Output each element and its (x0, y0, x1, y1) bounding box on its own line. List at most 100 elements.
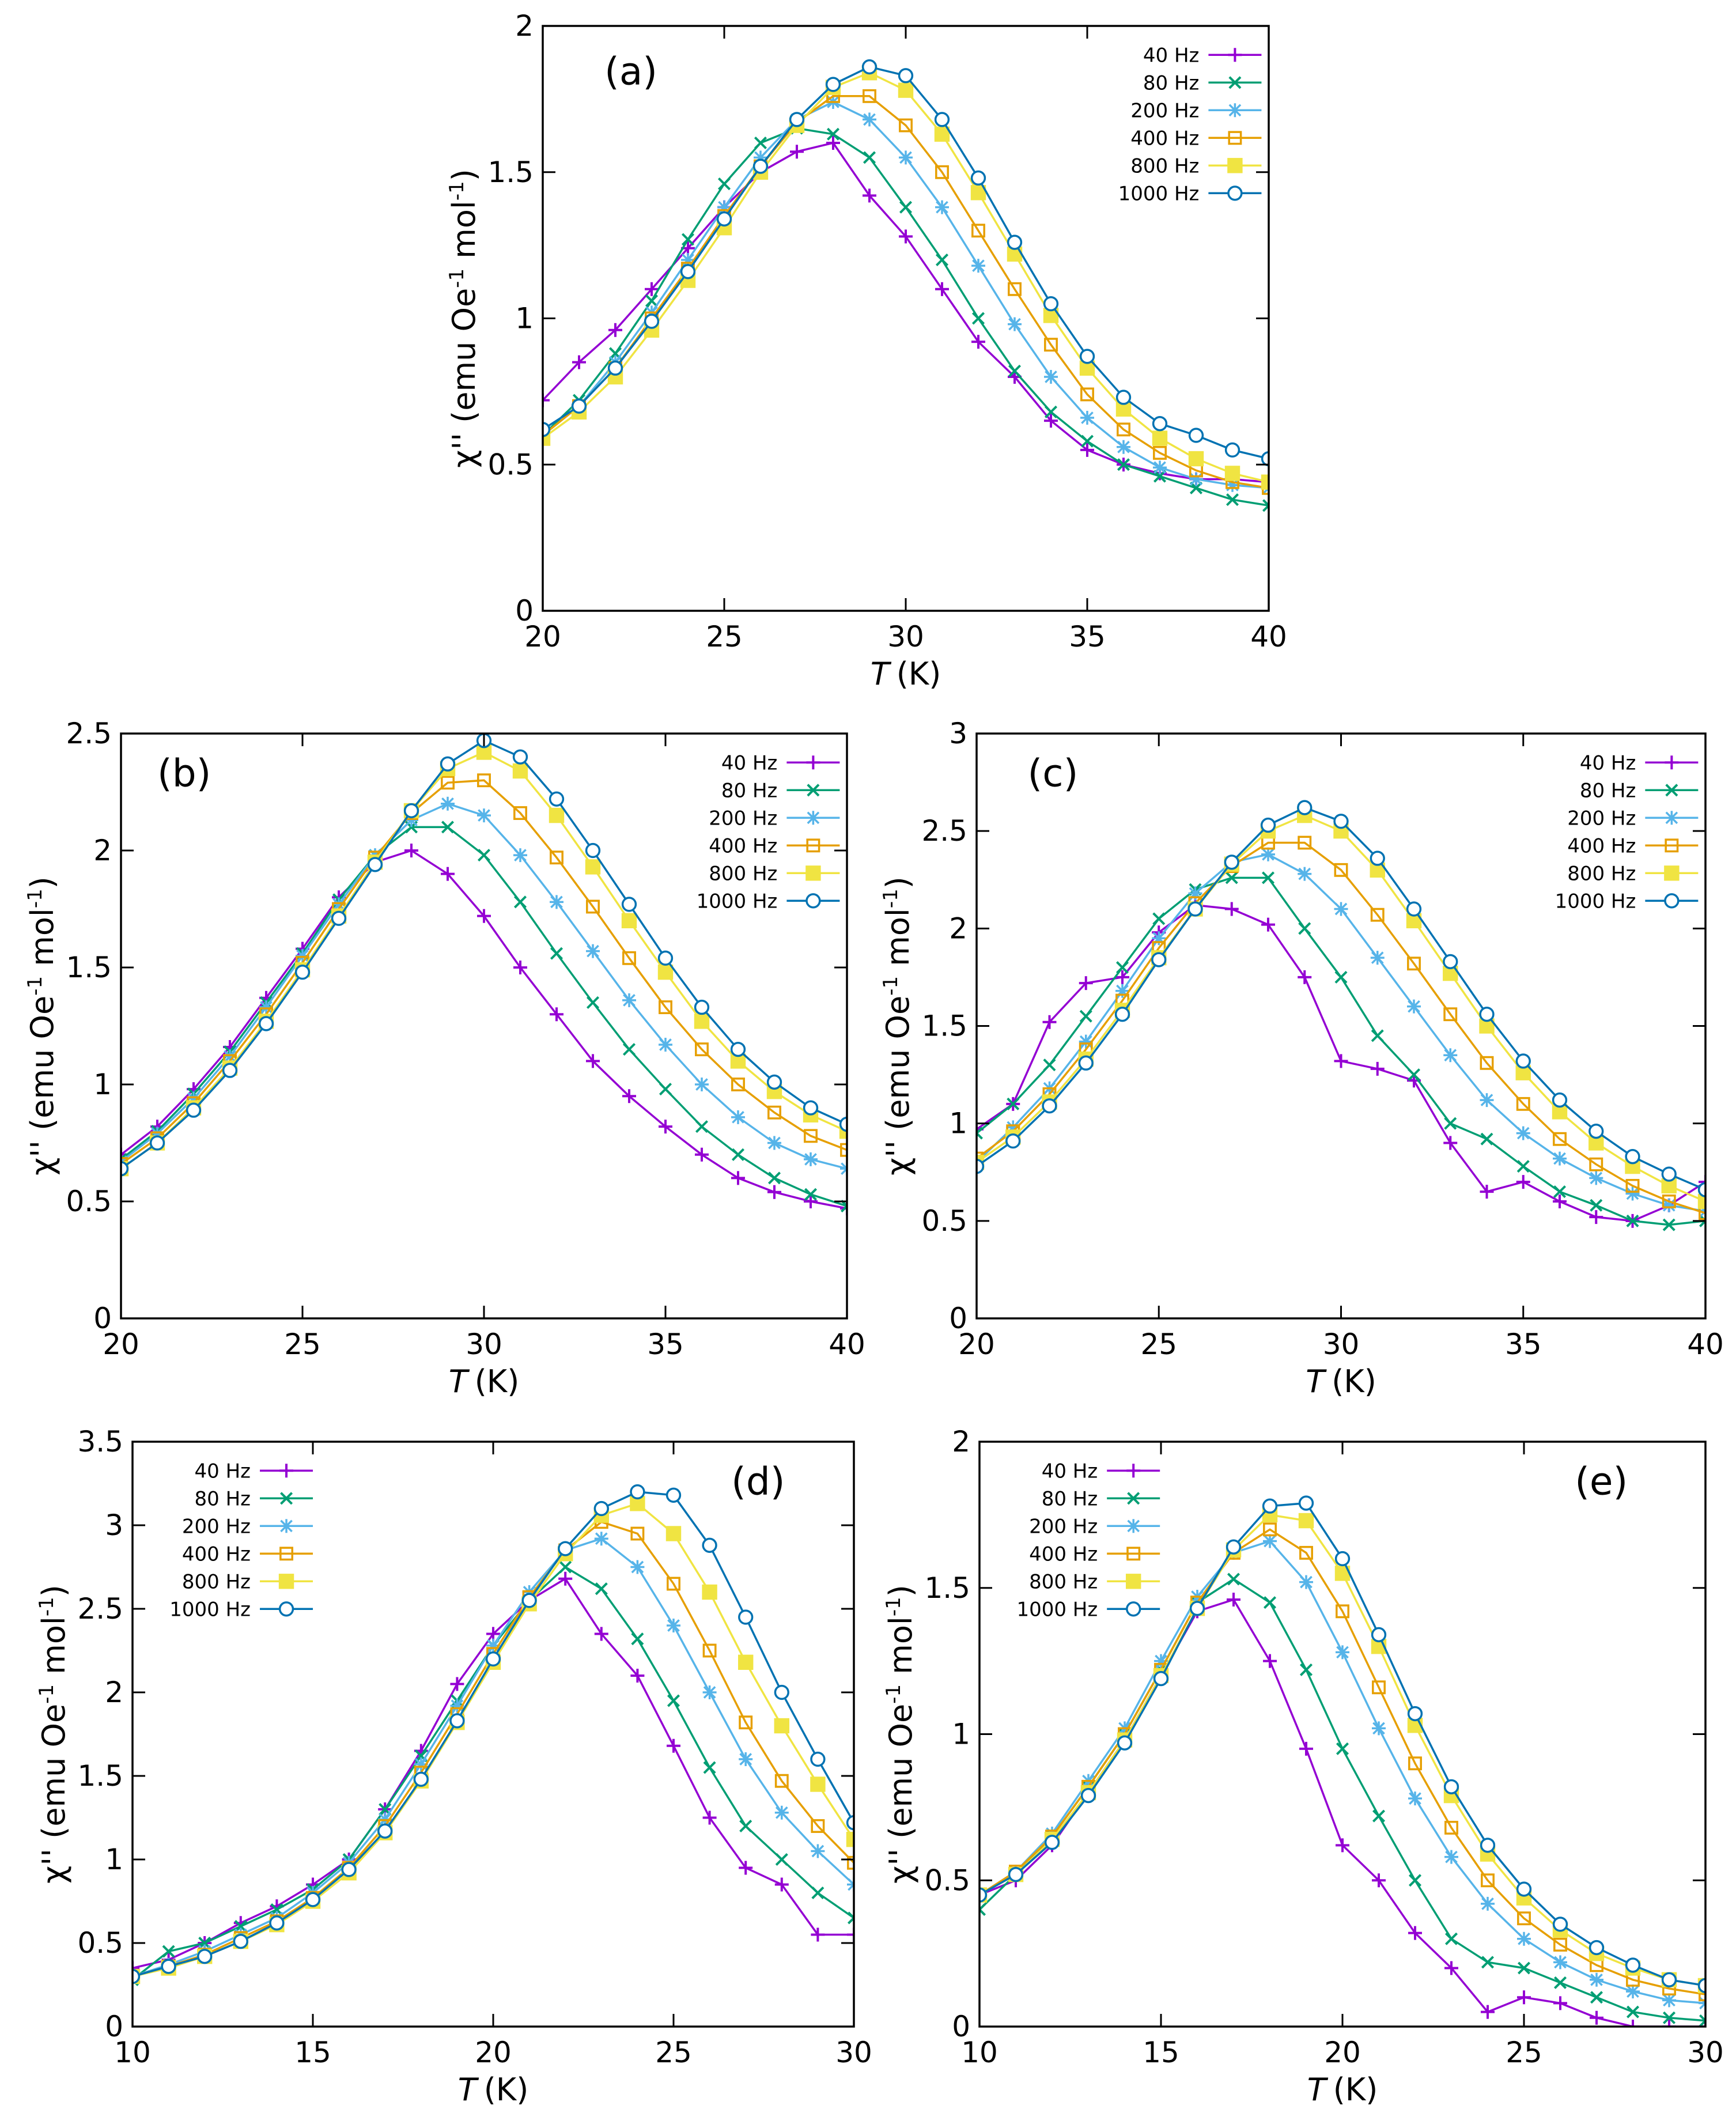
data-point (161, 1959, 176, 1974)
legend-label: 200 Hz (709, 807, 777, 830)
data-point (1697, 1978, 1705, 1994)
data-point (1261, 847, 1275, 861)
panel-d: 10 15 20 25 30 0 0.5 1 1.5 2 2.5 3 3.5 T (K) χ'' (emu O… (35, 1425, 872, 2108)
data-point (826, 136, 840, 150)
y-axis-label-sup: -1 (24, 889, 47, 908)
panel-label: (e) (1575, 1459, 1628, 1503)
data-point (630, 1526, 645, 1541)
data-point (1298, 867, 1312, 881)
y-axis-label-unit: mol (36, 1616, 72, 1684)
data-point (899, 150, 913, 165)
series-line (121, 779, 847, 1165)
data-point (1406, 901, 1422, 917)
y-axis-label-unit: mol (446, 201, 482, 269)
data-point (1481, 1873, 1495, 1888)
data-point (1370, 1061, 1385, 1076)
data-point (1079, 976, 1093, 991)
data-point (441, 776, 455, 790)
panel-label: (d) (731, 1459, 785, 1503)
data-point (1516, 1160, 1530, 1173)
data-point (1336, 1838, 1349, 1853)
data-point (1372, 1680, 1386, 1695)
x-tick-label: 20 (103, 1328, 139, 1361)
data-point (543, 393, 550, 407)
data-point (1517, 1911, 1531, 1926)
y-axis-label: χ'' (emu Oe-1 mol-1) (445, 169, 482, 468)
data-point (1044, 338, 1058, 352)
x-tick-label: 10 (114, 2036, 151, 2069)
y-tick-label: 1 (952, 1718, 970, 1751)
data-point (1481, 2005, 1495, 2019)
x-tick-label: 15 (1143, 2036, 1179, 2069)
y-axis-label: χ'' (emu Oe-1 mol-1) (24, 876, 60, 1175)
data-point (1553, 1132, 1567, 1146)
x-tick-label: 30 (887, 620, 924, 653)
y-axis-label-unit: mol (883, 1616, 919, 1684)
data-point (702, 1537, 717, 1553)
data-point (667, 1738, 680, 1753)
data-point (1298, 970, 1312, 984)
data-point (1153, 460, 1167, 475)
data-point (413, 1771, 429, 1787)
x-tick-label: 30 (835, 2036, 872, 2069)
data-point (804, 1188, 818, 1201)
y-tick-label: 1 (949, 1107, 967, 1140)
y-axis-label-close: ) (36, 1585, 72, 1597)
panel-label: (c) (1028, 751, 1079, 795)
x-tick-label: 20 (524, 620, 561, 653)
x-axis-label: T (K) (871, 656, 941, 692)
data-point (1443, 1136, 1458, 1150)
data-point (594, 1532, 608, 1546)
data-point (1226, 478, 1239, 492)
legend-label: 400 Hz (1130, 127, 1199, 150)
data-point (486, 1627, 500, 1641)
y-axis-label-unit: mol (24, 908, 60, 976)
data-point (513, 806, 527, 820)
data-point (702, 1810, 717, 1825)
x-tick-label: 10 (961, 2036, 998, 2069)
y-axis-label-main: χ'' (emu Oe (883, 1704, 919, 1884)
data-point (1553, 1996, 1567, 2010)
data-point (512, 763, 528, 779)
data-point (659, 1037, 672, 1052)
data-point (1151, 952, 1167, 967)
legend-label: 200 Hz (1130, 99, 1199, 122)
y-axis-label-close: ) (880, 876, 916, 889)
data-point (1188, 428, 1204, 443)
legend-marker (1664, 893, 1680, 909)
data-point (622, 993, 636, 1007)
data-point (1699, 1987, 1705, 2002)
x-axis-label-unit: (K) (1332, 1363, 1376, 1400)
data-point (1189, 1601, 1205, 1616)
data-point (695, 1078, 709, 1091)
data-point (775, 1853, 788, 1866)
data-point (1626, 2005, 1640, 2018)
y-tick-label: 3 (105, 1509, 123, 1542)
data-point (1227, 1593, 1240, 1607)
data-point (754, 136, 767, 150)
legend-marker (1665, 811, 1679, 825)
data-point (774, 1684, 789, 1700)
data-point (1589, 1157, 1603, 1171)
data-point (377, 1823, 393, 1839)
y-axis-label-unit: mol (880, 908, 916, 976)
data-point (1553, 1955, 1567, 1970)
data-point (804, 1195, 818, 1208)
data-point (1444, 1820, 1458, 1835)
legend-marker (1126, 1574, 1141, 1589)
data-point (586, 944, 600, 958)
data-point (665, 1487, 682, 1503)
legend-label: 80 Hz (1143, 71, 1199, 95)
y-tick-label: 0.5 (924, 1863, 970, 1897)
data-point (1590, 1972, 1603, 1987)
data-point (197, 1949, 213, 1964)
legend-marker (807, 784, 820, 797)
x-axis-label-symbol: T (871, 656, 892, 692)
data-point (1298, 922, 1311, 935)
data-point (826, 127, 840, 141)
data-point (863, 151, 876, 164)
y-tick-label: 2 (949, 912, 967, 945)
data-point (1626, 1214, 1639, 1227)
